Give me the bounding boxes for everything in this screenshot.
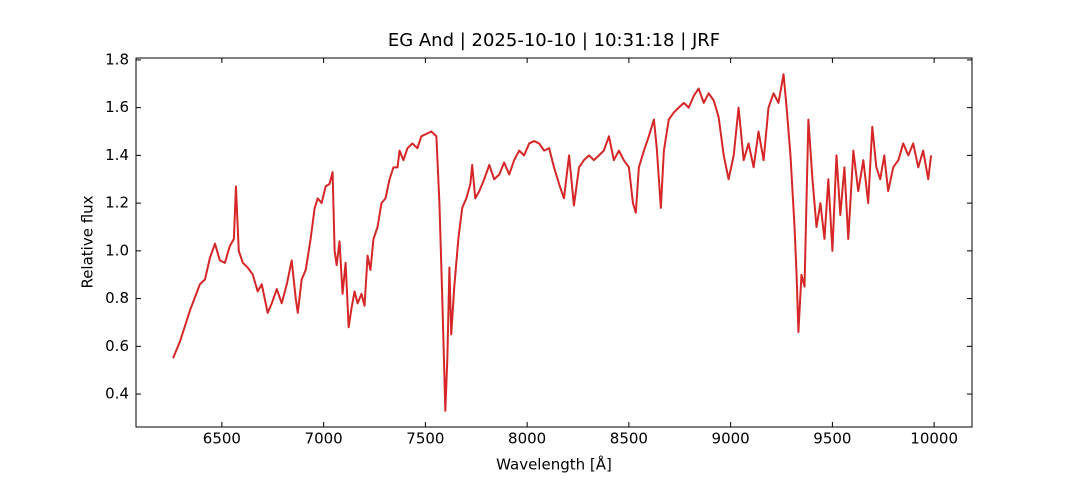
y-tick-label: 1.2	[105, 194, 129, 212]
y-axis-label: Relative flux	[79, 195, 97, 288]
x-tick-label: 8500	[610, 430, 648, 448]
y-tick-label: 1.0	[105, 241, 129, 259]
y-tick-label: 0.4	[105, 385, 129, 403]
y-tick-label: 0.6	[105, 337, 129, 355]
x-axis-label: Wavelength [Å]	[496, 455, 612, 474]
x-tick-label: 10000	[910, 430, 958, 448]
x-tick-label: 7000	[305, 430, 343, 448]
y-tick-label: 1.4	[105, 146, 129, 164]
spectrum-line	[172, 73, 933, 412]
x-tick-label: 9000	[712, 430, 750, 448]
x-tick-label: 9500	[813, 430, 851, 448]
chart-title: EG And | 2025-10-10 | 10:31:18 | JRF	[388, 30, 720, 51]
x-tick-label: 8000	[508, 430, 546, 448]
y-tick-label: 1.6	[105, 98, 129, 116]
plot-frame	[135, 57, 973, 428]
y-tick-label: 0.8	[105, 289, 129, 307]
y-tick-label: 1.8	[105, 50, 129, 68]
x-tick-label: 6500	[203, 430, 241, 448]
x-tick-label: 7500	[406, 430, 444, 448]
